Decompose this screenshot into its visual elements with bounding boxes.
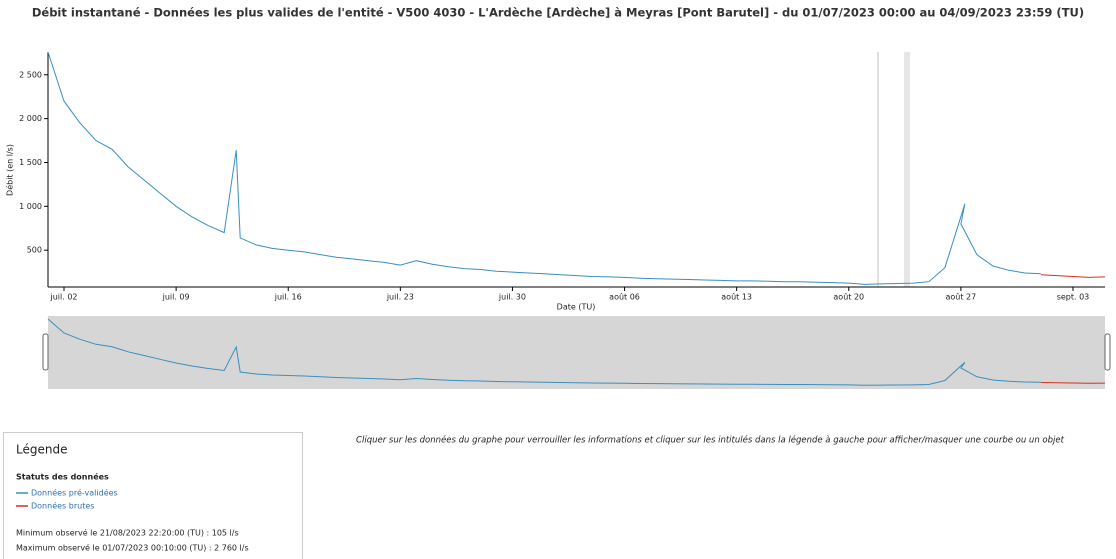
navigator[interactable]	[48, 316, 1105, 389]
x-tick-label: juil. 02	[50, 293, 78, 302]
series-line[interactable]	[1040, 274, 1106, 278]
gap-band	[904, 52, 910, 287]
gap-band	[877, 52, 879, 287]
y-tick-label: 2 500	[19, 70, 42, 79]
x-tick-label: août 13	[721, 293, 752, 302]
x-tick-label: juil. 16	[274, 293, 302, 302]
y-tick-label: 2 000	[19, 114, 42, 123]
y-tick-label: 1 000	[19, 202, 42, 211]
x-tick-label: août 20	[833, 293, 864, 302]
x-tick-label: août 06	[609, 293, 640, 302]
legend-entry[interactable]: Données brutes	[31, 501, 94, 511]
x-tick-label: août 27	[946, 293, 977, 302]
navigator-line[interactable]	[47, 318, 1041, 386]
navigator-handle[interactable]	[1104, 333, 1111, 371]
x-tick-label: juil. 30	[498, 293, 526, 302]
y-tick-label: 1 500	[19, 158, 42, 167]
legend-title: Légende	[16, 443, 67, 457]
y-axis-label: Débit (en l/s)	[5, 144, 15, 196]
chart-title: Débit instantané - Données les plus vali…	[32, 6, 1084, 20]
legend-max: Maximum observé le 01/07/2023 00:10:00 (…	[16, 543, 249, 553]
x-axis-label: Date (TU)	[557, 303, 596, 312]
instruction: Cliquer sur les données du graphe pour v…	[356, 435, 1065, 446]
legend-subtitle: Statuts des données	[16, 472, 109, 482]
x-tick-label: sept. 03	[1057, 293, 1090, 302]
navigator-handle[interactable]	[42, 333, 49, 371]
x-tick-label: juil. 23	[386, 293, 414, 302]
y-tick-label: 500	[27, 246, 42, 255]
x-tick-label: juil. 09	[162, 293, 190, 302]
series-line[interactable]	[47, 51, 1041, 285]
legend-entry[interactable]: Données pré-validées	[31, 488, 118, 498]
navigator-line[interactable]	[1040, 382, 1106, 384]
legend-min: Minimum observé le 21/08/2023 22:20:00 (…	[16, 528, 239, 538]
legend-box	[3, 432, 303, 559]
